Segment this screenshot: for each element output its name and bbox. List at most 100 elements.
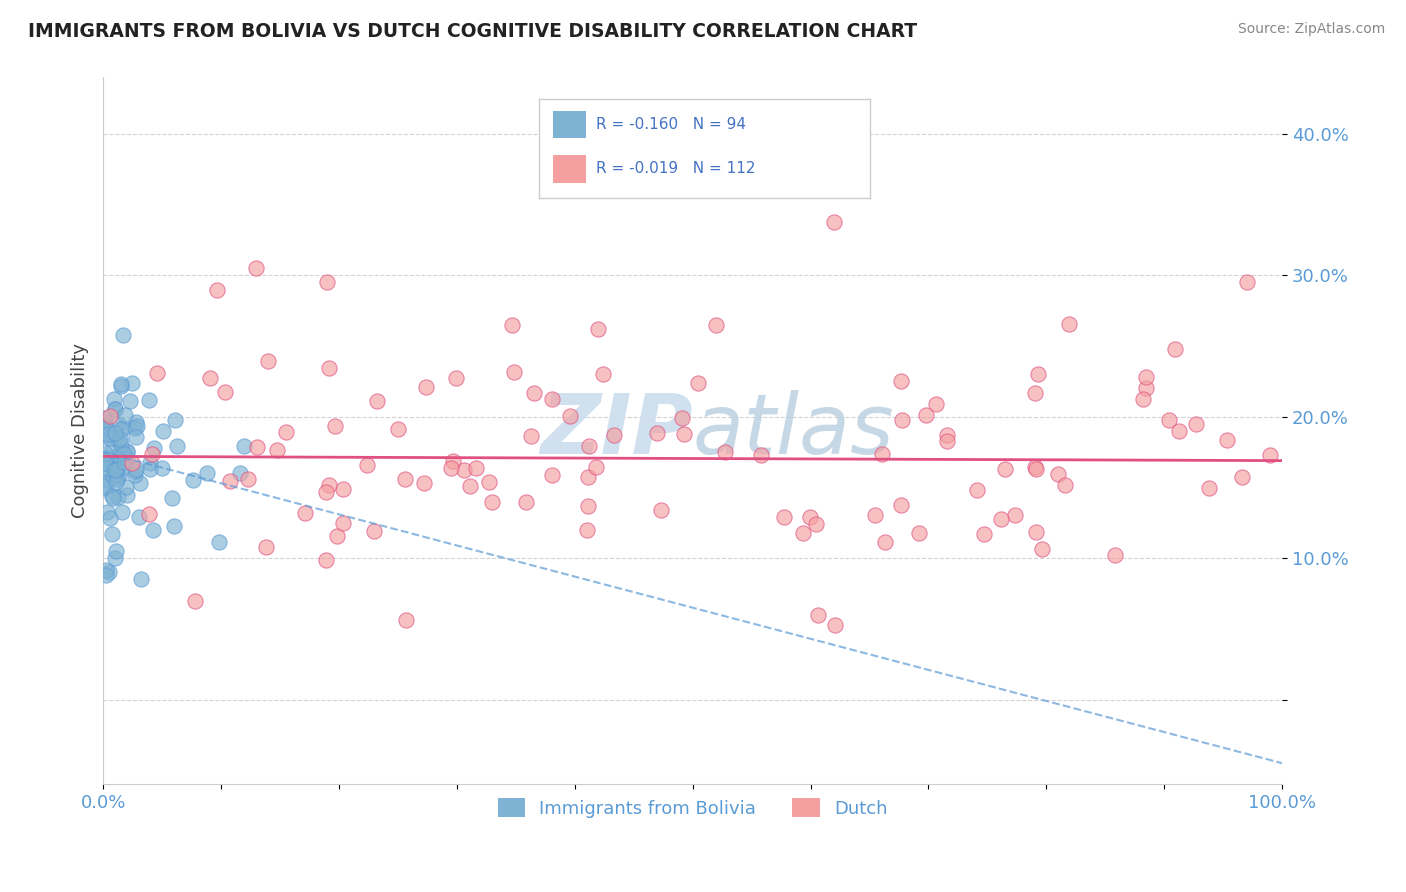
Point xyxy=(101,462,124,476)
Point xyxy=(98,409,121,423)
Point xyxy=(141,447,163,461)
Point xyxy=(93,481,115,495)
Point xyxy=(1004,508,1026,522)
Text: ZIP: ZIP xyxy=(540,391,693,472)
Point xyxy=(208,535,231,549)
Point xyxy=(118,394,141,409)
Point xyxy=(1047,467,1070,482)
Point xyxy=(890,498,912,512)
Point xyxy=(1135,370,1157,384)
Point xyxy=(326,528,349,542)
Point xyxy=(799,510,821,524)
Point xyxy=(160,491,183,505)
Point xyxy=(245,261,267,276)
Point xyxy=(1104,548,1126,562)
Point xyxy=(907,526,929,541)
Point xyxy=(94,478,117,492)
Point xyxy=(588,322,610,336)
Point xyxy=(1031,542,1053,557)
Point xyxy=(100,426,122,441)
Point xyxy=(94,461,117,475)
Point xyxy=(184,594,207,608)
Point xyxy=(110,437,132,451)
Point xyxy=(115,480,138,494)
Point xyxy=(139,461,162,475)
Point xyxy=(110,376,132,391)
Point xyxy=(108,432,131,446)
Point xyxy=(93,452,115,467)
Point xyxy=(316,276,339,290)
Point xyxy=(1184,417,1206,431)
Point xyxy=(671,411,693,425)
Point xyxy=(440,461,463,475)
Point xyxy=(111,444,134,458)
Point xyxy=(1054,477,1077,491)
Point xyxy=(935,428,957,442)
Point xyxy=(104,551,127,566)
Point xyxy=(152,424,174,438)
Point xyxy=(713,445,735,459)
Point xyxy=(139,456,162,470)
Point xyxy=(523,386,546,401)
Point xyxy=(150,461,173,475)
Point xyxy=(966,483,988,497)
Point xyxy=(105,463,128,477)
Point xyxy=(672,427,695,442)
Point xyxy=(142,524,165,538)
Point xyxy=(98,431,121,445)
Point xyxy=(105,475,128,490)
Point xyxy=(110,506,132,520)
Point xyxy=(195,466,218,480)
Point xyxy=(114,452,136,467)
Point xyxy=(94,446,117,460)
Point xyxy=(93,416,115,430)
Point xyxy=(1198,481,1220,495)
Point xyxy=(114,408,136,422)
Point xyxy=(96,568,118,582)
Point xyxy=(121,456,143,470)
Point xyxy=(315,484,337,499)
Point xyxy=(481,494,503,508)
Point xyxy=(110,422,132,436)
Point xyxy=(515,495,537,509)
Point xyxy=(93,462,115,476)
Point xyxy=(792,525,814,540)
Point xyxy=(254,540,277,554)
Point xyxy=(125,462,148,476)
Point xyxy=(688,376,710,391)
Point xyxy=(107,417,129,431)
Point xyxy=(935,434,957,448)
Point xyxy=(112,455,135,469)
Point xyxy=(111,421,134,435)
Point xyxy=(541,468,564,483)
Point xyxy=(890,413,912,427)
Point xyxy=(257,353,280,368)
Point xyxy=(166,439,188,453)
Point xyxy=(413,475,436,490)
Point xyxy=(395,613,418,627)
Point xyxy=(650,503,672,517)
Point xyxy=(127,419,149,434)
Point xyxy=(97,473,120,487)
Point xyxy=(107,434,129,448)
Point xyxy=(229,467,252,481)
Point xyxy=(592,367,614,381)
Point xyxy=(146,367,169,381)
Point xyxy=(441,454,464,468)
Point xyxy=(103,392,125,406)
Point xyxy=(1135,380,1157,394)
Point xyxy=(138,392,160,407)
Point xyxy=(973,527,995,541)
Point xyxy=(394,473,416,487)
Point xyxy=(318,478,340,492)
Point xyxy=(104,425,127,440)
Point xyxy=(238,472,260,486)
Point xyxy=(804,517,827,532)
Point xyxy=(274,425,297,439)
Point xyxy=(266,442,288,457)
Point xyxy=(578,470,600,484)
Point xyxy=(125,430,148,444)
Point xyxy=(1168,424,1191,438)
Point xyxy=(246,440,269,454)
Point xyxy=(1026,367,1049,381)
